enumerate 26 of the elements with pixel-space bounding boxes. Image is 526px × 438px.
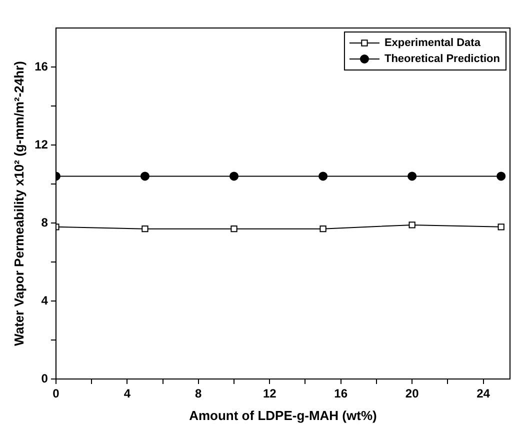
x-tick-label: 12 [262,386,277,401]
point [496,172,506,181]
point [142,226,148,232]
point [230,172,239,181]
x-tick-label: 4 [124,386,131,401]
point [230,226,238,232]
x-tick-label: 8 [195,386,202,401]
y-tick-label: 12 [34,137,48,152]
legend-label: Experimental Data [384,37,482,50]
point [318,172,328,181]
legend-label: Theoretical Prediction [384,53,500,66]
x-tick-label: 24 [476,386,490,401]
y-tick-label: 0 [41,371,48,386]
point [408,222,416,228]
y-axis-title: Water Vapor Permeability x10² (g-mm/m²-24hr) [11,61,26,346]
y-tick-label: 8 [41,215,48,230]
x-tick-label: 20 [405,386,420,401]
point [408,172,417,181]
point [320,226,326,232]
x-tick-label: 0 [52,386,60,401]
y-tick-label: 4 [41,293,48,308]
x-axis-title: Amount of LDPE-g-MAH (wt%) [189,408,377,423]
point [498,224,504,230]
x-tick-label: 16 [334,386,348,401]
y-tick-label: 16 [34,59,48,74]
point [140,172,150,181]
